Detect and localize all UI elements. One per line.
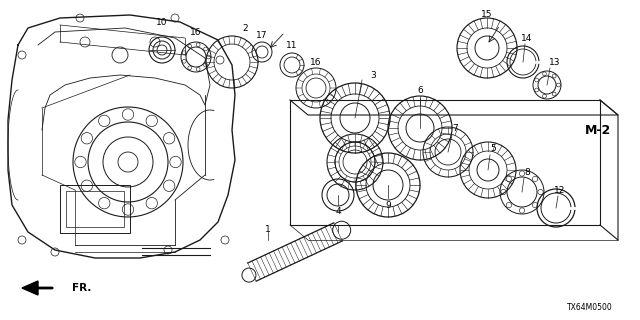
Text: 2: 2 xyxy=(242,23,248,33)
Text: 8: 8 xyxy=(524,167,530,177)
Text: 17: 17 xyxy=(256,30,268,39)
Text: 16: 16 xyxy=(310,58,322,67)
Text: 10: 10 xyxy=(156,18,168,27)
Text: 7: 7 xyxy=(452,124,458,132)
Text: TX64M0500: TX64M0500 xyxy=(567,303,613,313)
Text: 5: 5 xyxy=(490,143,496,153)
Text: M-2: M-2 xyxy=(585,124,611,137)
Bar xyxy=(60,185,130,233)
Polygon shape xyxy=(22,281,38,295)
Text: 11: 11 xyxy=(286,41,298,50)
Text: 15: 15 xyxy=(481,10,493,19)
Text: 14: 14 xyxy=(522,34,532,43)
Text: 6: 6 xyxy=(417,85,423,94)
Text: FR.: FR. xyxy=(72,283,92,293)
Text: 3: 3 xyxy=(370,70,376,79)
Text: 13: 13 xyxy=(549,58,561,67)
Text: 12: 12 xyxy=(554,186,566,195)
Text: 16: 16 xyxy=(190,28,202,36)
Text: 1: 1 xyxy=(265,226,271,235)
Text: 9: 9 xyxy=(385,201,391,210)
Text: 4: 4 xyxy=(335,207,341,217)
Bar xyxy=(66,191,124,227)
